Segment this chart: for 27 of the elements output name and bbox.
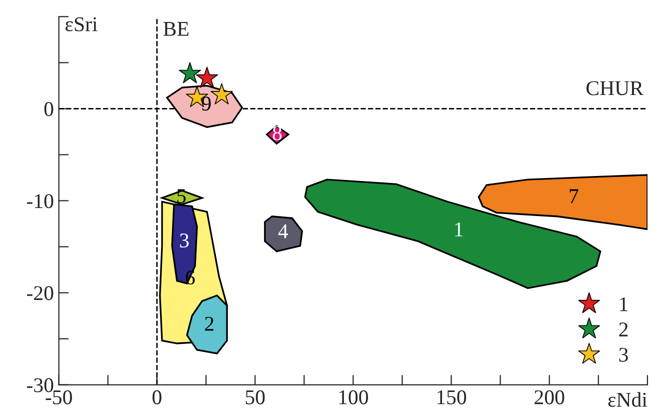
legend-label: 2 bbox=[619, 322, 628, 336]
y-tick-label: -10 bbox=[27, 194, 54, 208]
ref-line-label: BE bbox=[163, 22, 188, 36]
legend-label: 1 bbox=[620, 297, 628, 312]
y-axis-title: εSri bbox=[66, 17, 98, 32]
x-tick-label: 150 bbox=[437, 390, 466, 404]
point bbox=[210, 83, 233, 104]
x-tick-label: 200 bbox=[534, 390, 564, 404]
x-tick-label: 0 bbox=[152, 390, 162, 404]
x-tick-label: 50 bbox=[246, 390, 265, 404]
series-label: 1 bbox=[455, 222, 463, 236]
ref-line-label: CHUR bbox=[586, 81, 644, 96]
series-label: 7 bbox=[570, 189, 578, 203]
x-axis-title: εNdi bbox=[608, 392, 648, 407]
point bbox=[178, 62, 201, 84]
y-tick-label: -30 bbox=[27, 378, 54, 392]
series-label: 4 bbox=[278, 224, 288, 238]
point bbox=[196, 66, 218, 88]
y-tick-label: -20 bbox=[27, 286, 54, 300]
series-label: 3 bbox=[180, 234, 189, 248]
series-label: 8 bbox=[272, 126, 282, 140]
series-label: 2 bbox=[205, 316, 214, 331]
x-tick-label: -50 bbox=[46, 390, 72, 404]
legend-label: 3 bbox=[619, 348, 628, 362]
x-tick-label: 100 bbox=[339, 390, 368, 404]
series-label: 9 bbox=[202, 96, 211, 111]
y-tick-label: 0 bbox=[44, 102, 54, 116]
